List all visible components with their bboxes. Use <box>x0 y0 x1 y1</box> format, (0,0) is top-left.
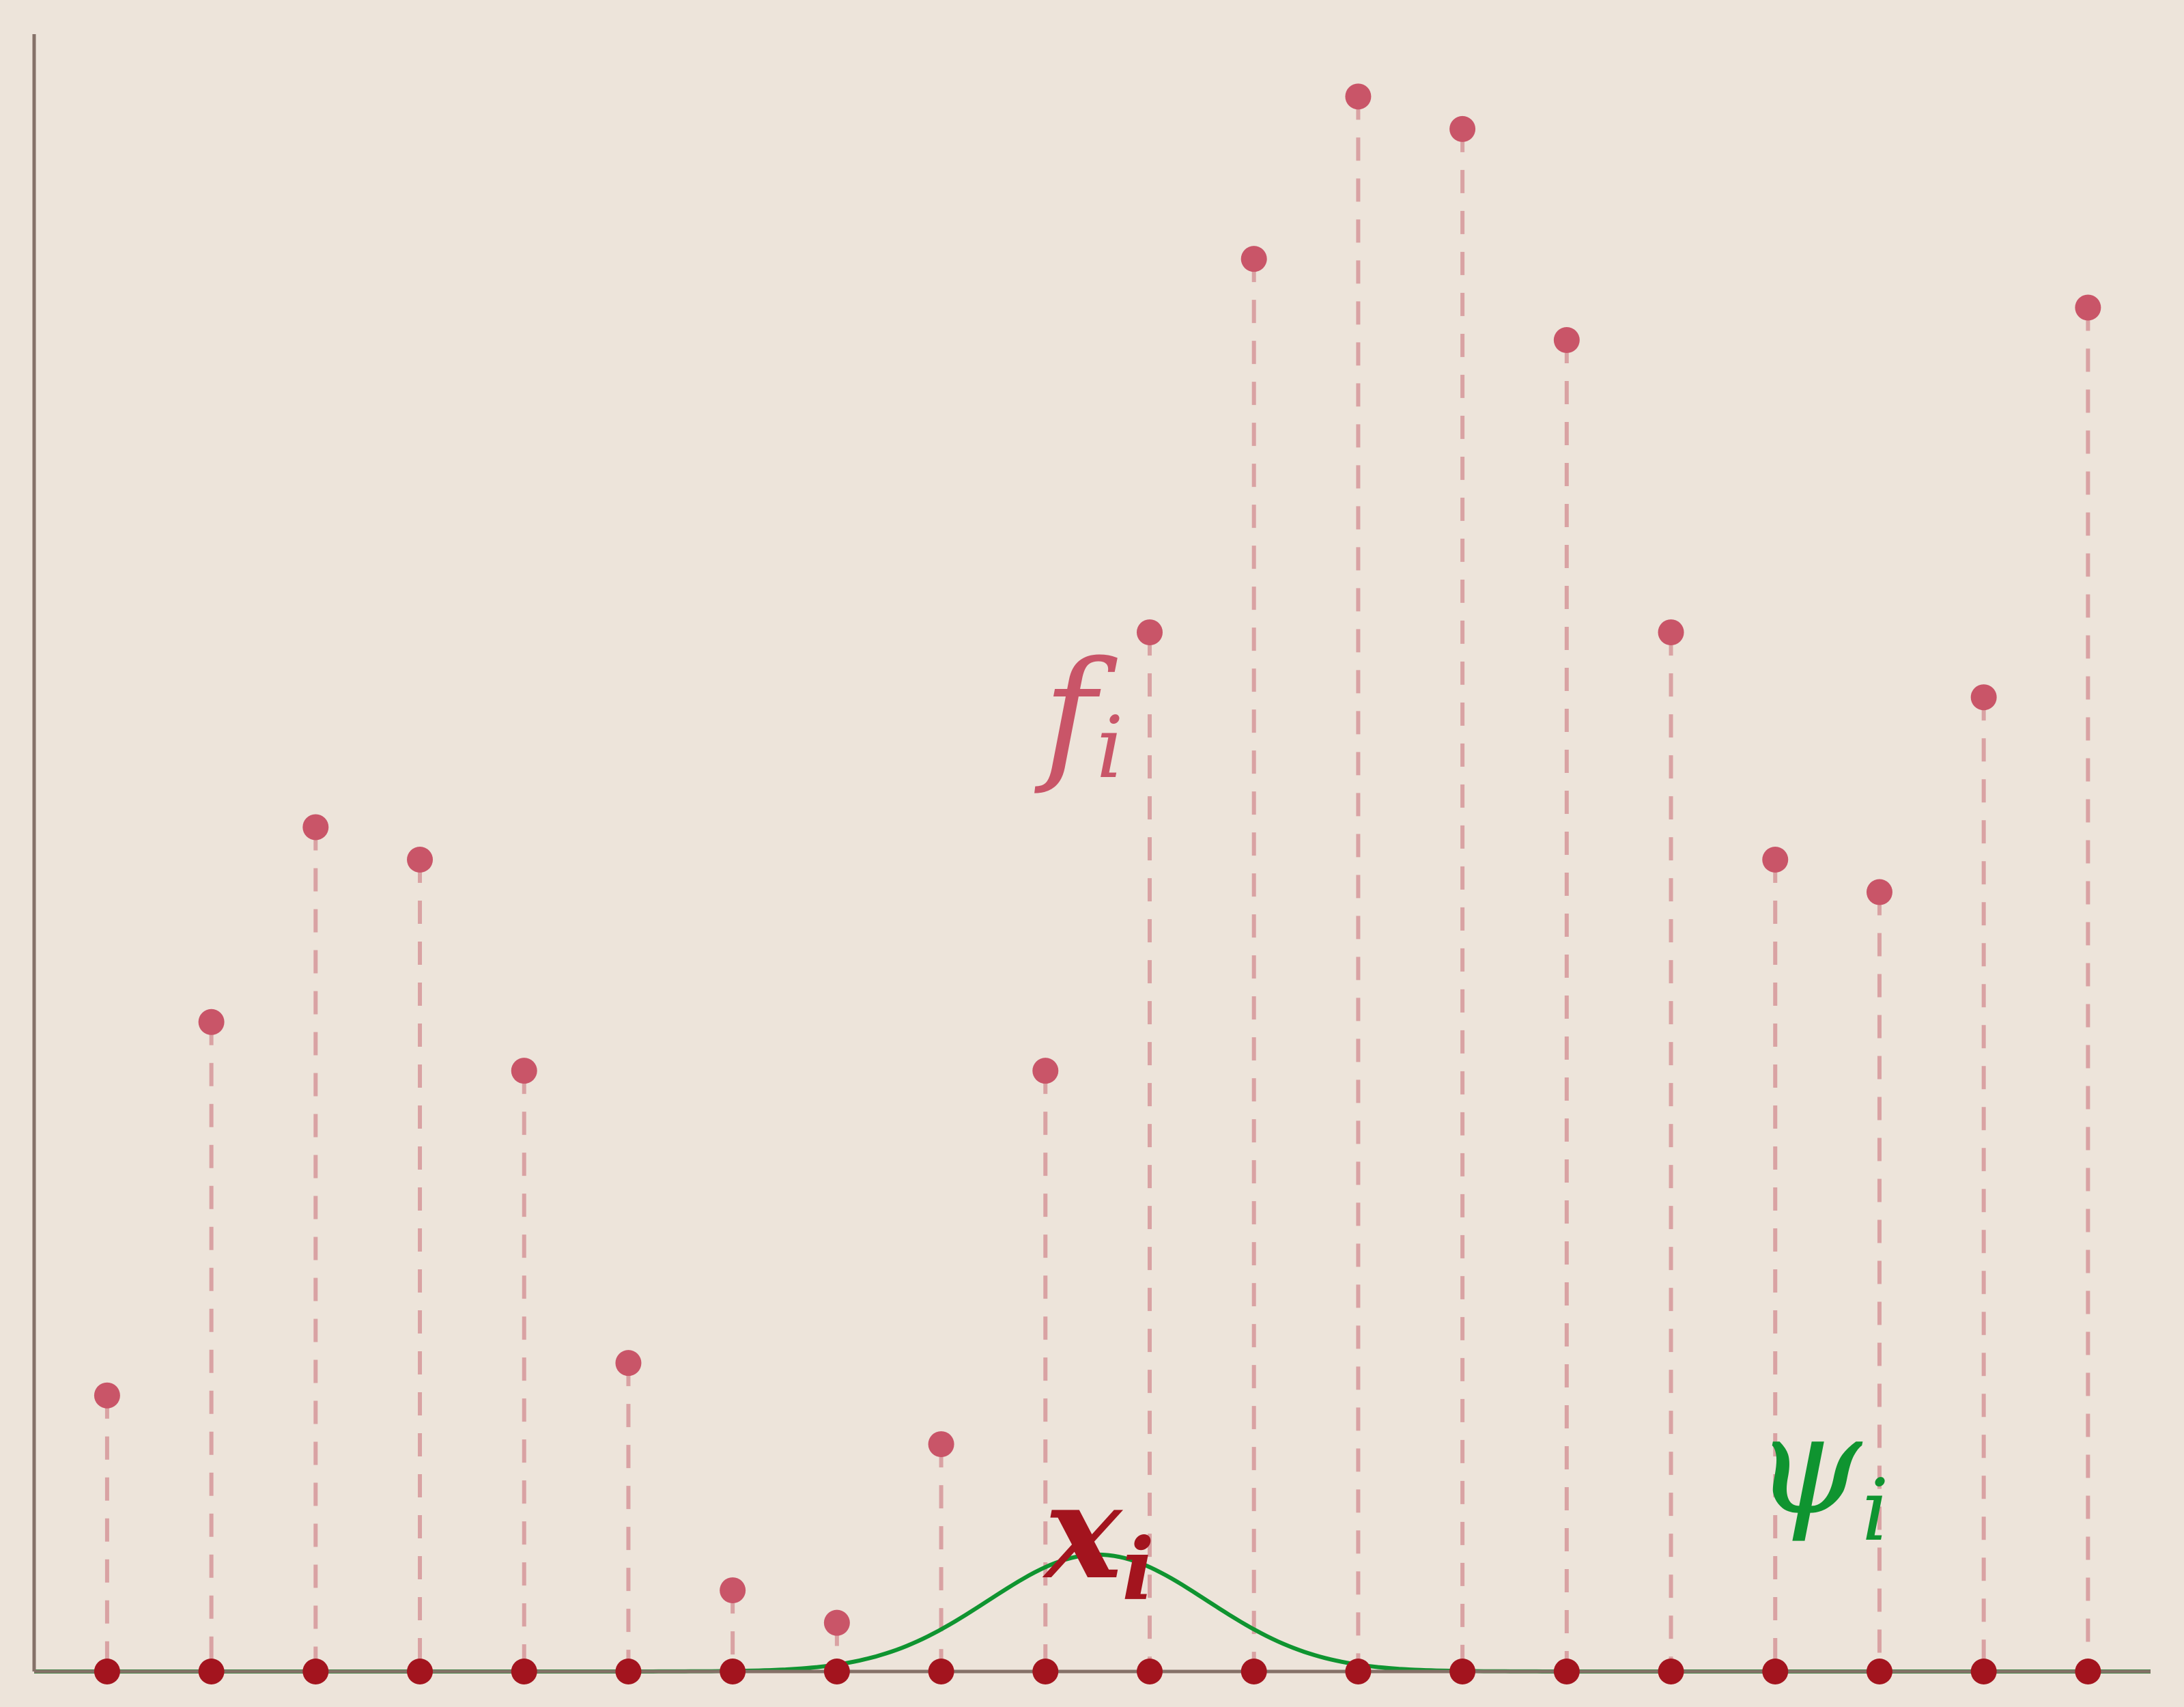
data-point <box>615 1350 642 1377</box>
f-annotation-sub: i <box>1096 699 1124 798</box>
node-point <box>928 1659 954 1684</box>
x-annotation: xi <box>1042 1456 1154 1620</box>
data-point <box>198 1008 225 1035</box>
psi-annotation-base: ψ <box>1755 1386 1863 1545</box>
data-point <box>928 1431 954 1458</box>
data-point <box>1553 327 1580 354</box>
node-point <box>1762 1659 1789 1684</box>
data-point <box>720 1577 746 1604</box>
data-point <box>302 814 329 841</box>
node-point <box>1345 1659 1372 1684</box>
node-point <box>1240 1659 1267 1684</box>
data-point <box>407 847 434 873</box>
node-point <box>511 1659 537 1684</box>
data-point <box>823 1609 850 1636</box>
points-group <box>94 83 2101 1636</box>
node-point <box>407 1659 434 1684</box>
f-annotation: fi <box>1034 630 1124 798</box>
psi-annotation: ψi <box>1755 1386 1889 1560</box>
x-annotation-sub: i <box>1122 1520 1154 1620</box>
node-point <box>823 1659 850 1684</box>
node-point <box>1136 1659 1163 1684</box>
node-point <box>1658 1659 1684 1684</box>
node-point <box>615 1659 642 1684</box>
data-point <box>1032 1058 1059 1084</box>
node-point <box>302 1659 329 1684</box>
psi-annotation-sub: i <box>1862 1461 1889 1560</box>
node-point <box>198 1659 225 1684</box>
data-point <box>511 1058 537 1084</box>
data-point <box>94 1382 120 1409</box>
x-annotation-base: x <box>1042 1456 1124 1608</box>
node-point <box>1866 1659 1892 1684</box>
node-point <box>1970 1659 1997 1684</box>
stems-group <box>104 96 2090 1671</box>
data-point <box>1449 115 1476 142</box>
axes <box>32 34 2151 1674</box>
data-point <box>1658 619 1684 646</box>
nodes-group <box>94 1659 2101 1684</box>
data-point <box>1866 879 1892 905</box>
node-point <box>720 1659 746 1684</box>
data-point <box>1762 847 1789 873</box>
node-point <box>1553 1659 1580 1684</box>
data-point <box>1136 619 1163 646</box>
data-point <box>2075 294 2101 321</box>
node-point <box>1449 1659 1476 1684</box>
node-point <box>94 1659 120 1684</box>
data-point <box>1240 246 1267 272</box>
node-point <box>1032 1659 1059 1684</box>
data-point <box>1970 684 1997 711</box>
node-point <box>2075 1659 2101 1684</box>
data-point <box>1345 83 1372 110</box>
